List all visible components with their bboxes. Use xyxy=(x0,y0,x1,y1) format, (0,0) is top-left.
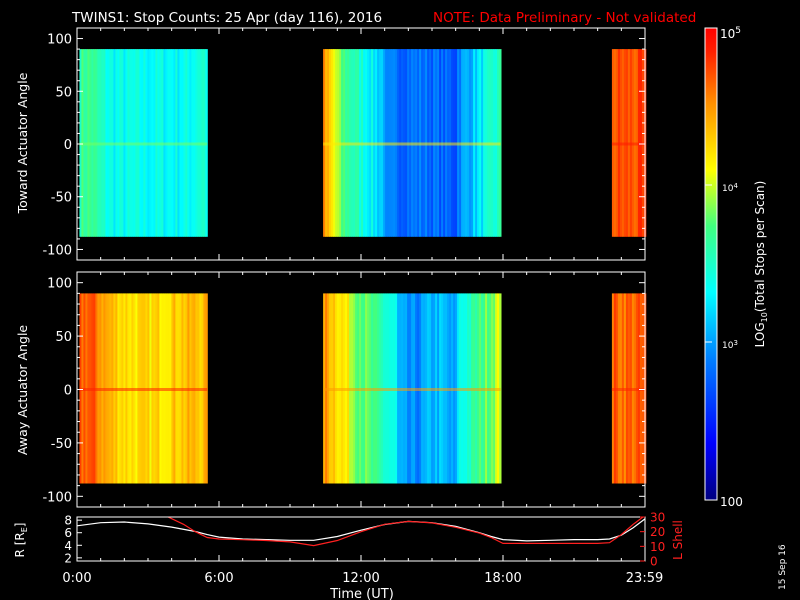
lshell-tick-label: 10 xyxy=(650,540,665,554)
r-tick-label: 2 xyxy=(64,551,72,565)
y-tick-label: 50 xyxy=(55,330,72,345)
colorbar: 105 104 103 100 LOG10(Total Stops per Sc… xyxy=(704,26,769,509)
y-tick-label: 0 xyxy=(64,384,72,399)
heatmap-zero-band xyxy=(323,142,501,146)
heatmap-zero-band xyxy=(611,142,645,146)
colorbar-gradient xyxy=(704,27,718,501)
y-tick-label: 0 xyxy=(64,138,72,153)
heatmap-segment xyxy=(323,49,502,237)
heatmap-zero-band xyxy=(611,388,645,391)
heatmap-segment xyxy=(79,293,208,484)
colorbar-tick-1e5: 105 xyxy=(720,26,741,41)
lshell-series-line xyxy=(167,517,644,547)
colorbar-tick-1e4: 104 xyxy=(722,182,738,194)
heatmap-segment xyxy=(79,49,208,237)
y-tick-label: 100 xyxy=(47,277,72,292)
middle-ylabel: Away Actuator Angle xyxy=(15,325,30,456)
y-tick-label: -100 xyxy=(42,490,72,505)
heatmap-segment xyxy=(323,293,502,484)
y-tick-label: -100 xyxy=(42,243,72,258)
chart-note: NOTE: Data Preliminary - Not validated xyxy=(433,10,696,26)
heatmap-zero-band xyxy=(79,142,208,146)
x-tick-label: 23:59 xyxy=(626,571,663,586)
colorbar-tick-1e3: 103 xyxy=(722,339,738,351)
top-ylabel: Toward Actuator Angle xyxy=(15,72,30,214)
time-axis-label: Time (UT) xyxy=(329,587,394,600)
lshell-tick-label: 20 xyxy=(650,525,665,539)
y-tick-label: -50 xyxy=(51,191,72,206)
chart-title: TWINS1: Stop Counts: 25 Apr (day 116), 2… xyxy=(71,10,382,26)
r-tick-label: 8 xyxy=(64,514,72,528)
r-tick-label: 6 xyxy=(64,526,72,540)
y-tick-label: 50 xyxy=(55,85,72,100)
heatmap-segment xyxy=(611,49,647,237)
bottom-frame xyxy=(76,516,646,562)
y-tick-label: -50 xyxy=(51,437,72,452)
x-tick-label: 12:00 xyxy=(342,571,379,586)
colorbar-label: LOG10(Total Stops per Scan) xyxy=(753,181,769,348)
x-tick-label: 18:00 xyxy=(484,571,521,586)
lshell-tick-label: 0 xyxy=(650,555,658,569)
bottom-lines xyxy=(77,517,645,547)
x-tick-label: 0:00 xyxy=(62,571,91,586)
r-axis-label: R [RE] xyxy=(13,523,29,558)
colorbar-tick-100: 100 xyxy=(720,495,743,509)
heatmap-segment xyxy=(611,293,647,484)
away-heatmap-panel: 100 50 0 -50 -100 xyxy=(42,271,647,508)
date-stamp: 15 Sep 16 xyxy=(778,544,788,590)
r-series-line xyxy=(77,518,645,542)
heatmap-zero-band xyxy=(79,388,208,391)
lshell-axis-label: L Shell xyxy=(671,520,685,560)
lshell-tick-label: 30 xyxy=(650,511,665,525)
x-tick-label: 6:00 xyxy=(204,571,233,586)
heatmap-zero-band xyxy=(323,388,501,391)
y-tick-label: 100 xyxy=(47,33,72,48)
toward-heatmap-panel: 100 50 0 -50 -100 xyxy=(42,27,647,261)
r-tick-label: 4 xyxy=(64,539,72,553)
